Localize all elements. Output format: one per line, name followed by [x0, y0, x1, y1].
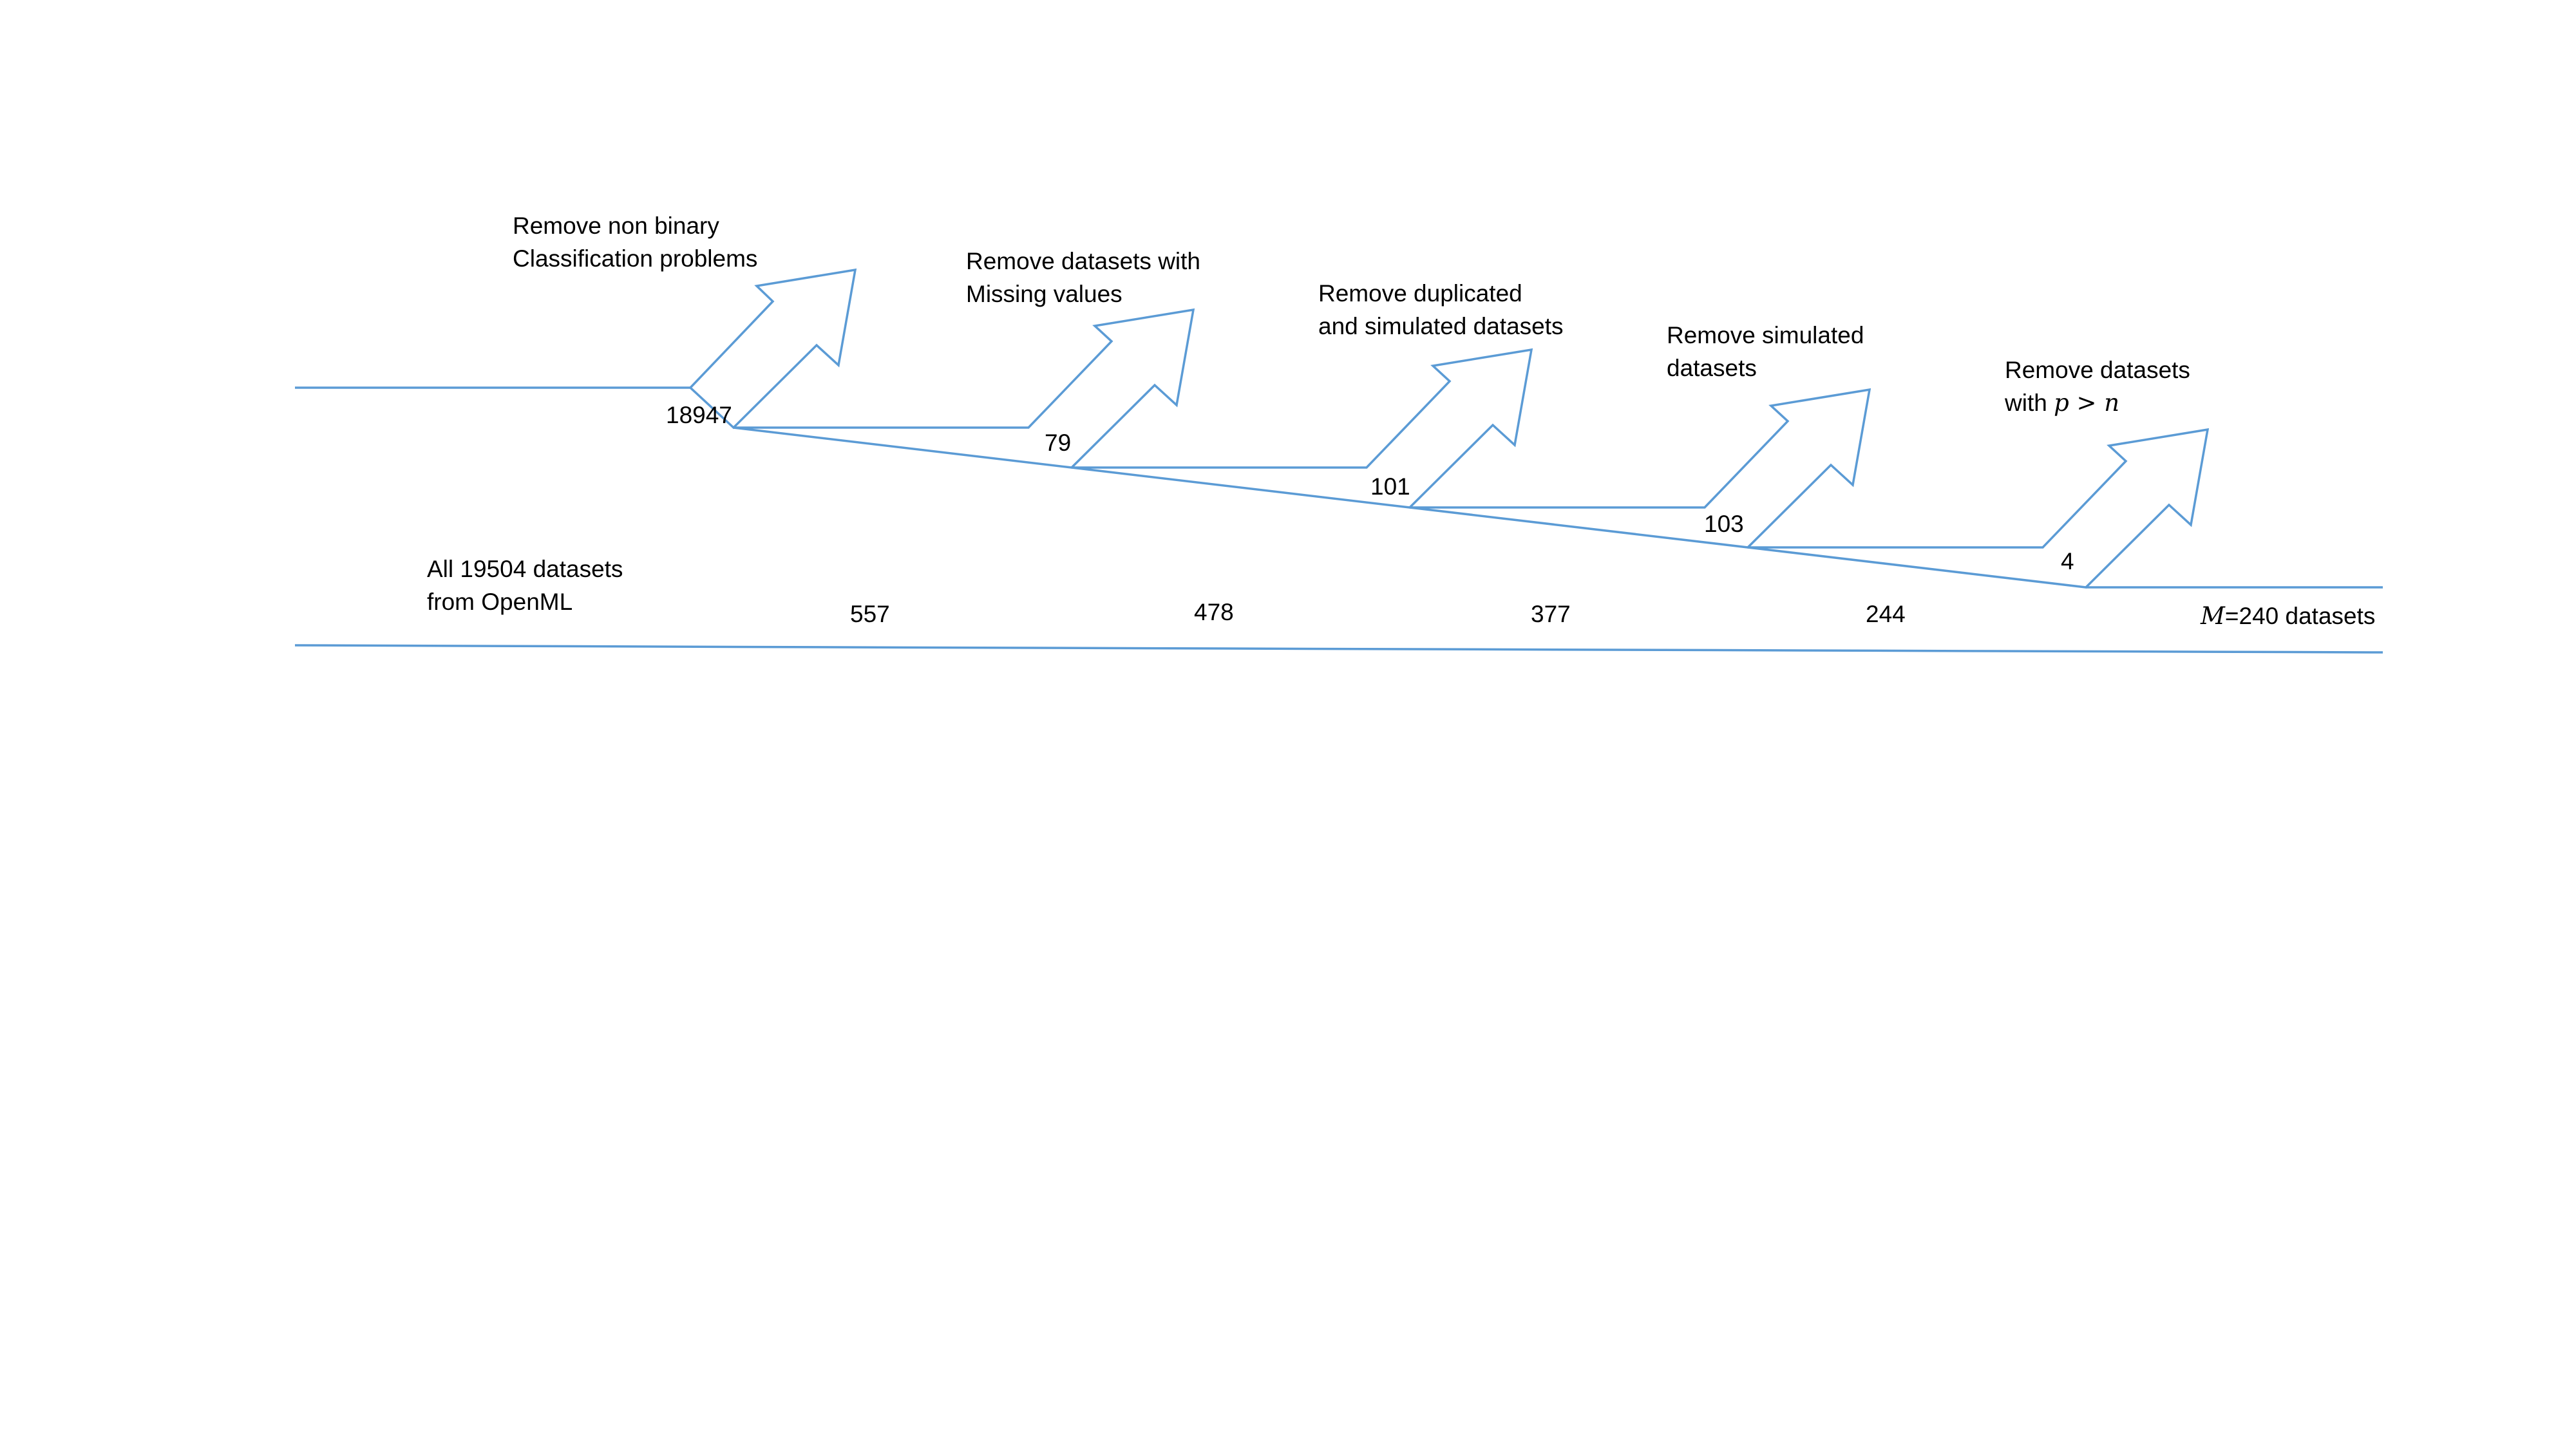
math-M: M: [2201, 602, 2225, 630]
step-4-label-line1: Remove simulated: [1667, 319, 1864, 352]
step-5-label: Remove datasets with p > n: [2005, 354, 2190, 419]
math-n: n: [2104, 389, 2119, 417]
filter-arrow-3: [1072, 350, 1531, 507]
step-3-remaining-count: 377: [1531, 598, 1571, 630]
step-1-removed-count: 18947: [666, 399, 732, 431]
step-1-label-line2: Classification problems: [513, 242, 757, 275]
step-5-label-line2: with p > n: [2005, 386, 2190, 419]
filter-arrow-2: [734, 310, 1193, 468]
step-2-label-line1: Remove datasets with: [966, 245, 1200, 278]
math-p: p: [2054, 389, 2069, 417]
step-4-label-line2: datasets: [1667, 352, 1864, 384]
step-2-remaining-count: 478: [1194, 596, 1234, 629]
step-1-remaining-count: 557: [850, 598, 890, 630]
step-3-label-line1: Remove duplicated: [1318, 277, 1564, 310]
filter-arrow-5: [1748, 430, 2208, 587]
step-5-label-line1: Remove datasets: [2005, 354, 2190, 386]
step-2-removed-count: 79: [1045, 426, 1071, 459]
step-2-label: Remove datasets with Missing values: [966, 245, 1200, 310]
math-greater-than: >: [2069, 389, 2105, 417]
step-5-label-prefix: with: [2005, 390, 2054, 416]
source-label: All 19504 datasets from OpenML: [427, 553, 623, 618]
step-3-label: Remove duplicated and simulated datasets: [1318, 277, 1564, 343]
filter-arrow-4: [1410, 390, 1870, 547]
step-2-label-line2: Missing values: [966, 278, 1200, 310]
dataset-baseline: [295, 645, 2383, 652]
source-label-line1: All 19504 datasets: [427, 553, 623, 585]
step-1-label: Remove non binary Classification problem…: [513, 209, 757, 275]
step-3-removed-count: 101: [1370, 470, 1410, 503]
step-4-label: Remove simulated datasets: [1667, 319, 1864, 384]
step-5-removed-count: 4: [2061, 545, 2074, 578]
step-3-label-line2: and simulated datasets: [1318, 310, 1564, 343]
step-1-label-line1: Remove non binary: [513, 209, 757, 242]
final-count-label: M=240 datasets: [2201, 600, 2375, 632]
step-4-removed-count: 103: [1704, 507, 1744, 540]
step-4-remaining-count: 244: [1866, 598, 1906, 630]
final-count-text: =240 datasets: [2225, 603, 2376, 629]
source-label-line2: from OpenML: [427, 585, 623, 618]
